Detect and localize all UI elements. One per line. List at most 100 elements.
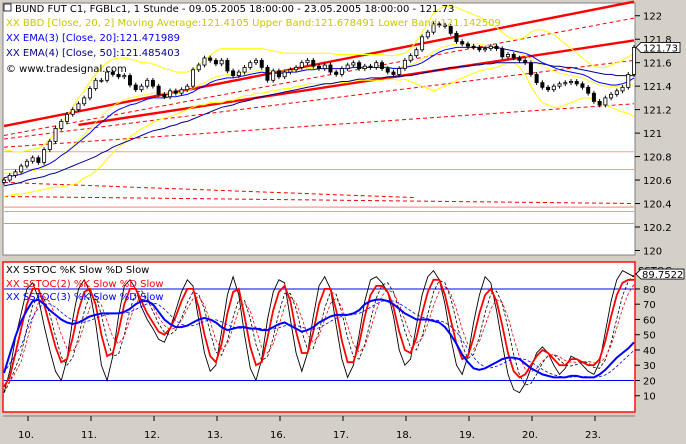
candle-body <box>105 71 110 81</box>
sstoc-k-slow-d-slow-line <box>3 274 635 393</box>
candle-body <box>328 64 333 73</box>
stochastic-legend: XX SSTOC %K Slow %D Slow XX SSTOC(2) %K … <box>6 265 164 303</box>
candle-body <box>414 49 419 57</box>
candle-body <box>483 48 488 51</box>
price-axis-label: 121.6 <box>643 59 672 70</box>
legend-sstoc: XX SSTOC %K Slow %D Slow <box>6 265 149 276</box>
stoch-axis-label: 70 <box>643 300 656 311</box>
sstoc-3-k-slow-line <box>3 298 635 379</box>
candle-body <box>477 47 482 51</box>
x-axis-label: 11. <box>81 430 97 441</box>
candle-body <box>362 65 367 69</box>
x-axis-label: 19. <box>459 430 475 441</box>
candle-body <box>305 59 310 64</box>
candle-body <box>574 81 579 85</box>
candle-body <box>87 88 92 99</box>
candle-body <box>2 179 7 183</box>
candle-body <box>448 25 453 34</box>
candle-body <box>53 128 58 142</box>
candle-body <box>36 157 41 163</box>
price-axis-label: 120.4 <box>643 200 672 211</box>
candle-body <box>534 74 539 84</box>
stoch-axis-label: 80 <box>643 285 656 296</box>
candle-body <box>271 70 276 81</box>
candle-body <box>402 59 407 69</box>
price-axis-label: 121 <box>643 129 662 140</box>
candle-body <box>557 83 562 87</box>
sstoc-2-k-slow-line <box>3 278 634 388</box>
candle-body <box>259 59 264 68</box>
candle-body <box>127 75 132 86</box>
candle-body <box>500 48 505 58</box>
candle-body <box>580 83 585 88</box>
candle-body <box>231 70 236 76</box>
middle-parallel-trendline <box>3 59 635 140</box>
candle-body <box>609 93 614 99</box>
chart-title: BUND FUT C1, FGBLc1, 1 Stunde - 09.05.20… <box>15 4 454 15</box>
candle-body <box>540 82 545 88</box>
candle-body <box>494 45 499 50</box>
candle-body <box>42 149 47 163</box>
candle-body <box>431 23 436 33</box>
price-axis-label: 120.6 <box>643 176 672 187</box>
candle-body <box>408 55 413 61</box>
x-axis-label: 17. <box>333 430 349 441</box>
candle-body <box>190 69 195 87</box>
candle-body <box>168 90 173 98</box>
legend-sstoc3: XX SSTOC(3) %K Slow %D Slow <box>6 292 164 303</box>
candle-body <box>368 65 373 68</box>
candle-body <box>569 81 574 84</box>
candle-body <box>202 57 207 66</box>
support-a-trendline <box>3 181 417 199</box>
candle-body <box>24 160 29 167</box>
candle-body <box>322 64 327 69</box>
candle-body <box>632 47 637 75</box>
candle-body <box>316 65 321 69</box>
sstoc-k-slow-line <box>3 269 635 394</box>
candle-body <box>460 41 465 45</box>
candle-body <box>425 31 430 38</box>
candle-body <box>546 86 551 91</box>
candle-body <box>357 62 362 69</box>
candle-body <box>586 86 591 94</box>
candle-body <box>374 62 379 68</box>
stoch-axis-label: 20 <box>643 376 656 387</box>
candle-body <box>311 59 316 67</box>
candle-body <box>265 66 270 81</box>
candle-body <box>133 84 138 91</box>
candle-body <box>437 23 442 26</box>
candle-body <box>391 71 396 75</box>
legend-ema3: XX EMA(3) [Close, 20]:121.471989 <box>6 33 180 44</box>
collapse-box-icon[interactable] <box>3 3 12 12</box>
candle-body <box>454 32 459 42</box>
candle-body <box>7 174 12 181</box>
stoch-axis-label: 10 <box>643 392 656 403</box>
legend-sstoc2: XX SSTOC(2) %K Slow %D Slow <box>6 279 164 290</box>
candle-body <box>288 69 293 73</box>
candle-body <box>185 85 190 91</box>
candle-body <box>603 97 608 106</box>
price-axis-label: 121.2 <box>643 106 672 117</box>
candle-body <box>173 90 178 94</box>
candle-body <box>442 24 447 27</box>
last-price-label: 121.73 <box>643 43 678 54</box>
bbd-upper-band-line <box>3 5 635 153</box>
x-axis-label: 20. <box>522 430 538 441</box>
candle-body <box>30 157 35 162</box>
sstoc-3-k-slow-d-slow-line <box>3 299 635 378</box>
candle-body <box>82 97 87 105</box>
candle-body <box>334 71 339 75</box>
x-axis-label: 12. <box>144 430 160 441</box>
price-panel[interactable] <box>2 2 636 256</box>
candle-body <box>523 59 528 64</box>
middle-channel-trendline <box>78 39 635 127</box>
candle-body <box>145 79 150 87</box>
price-axis-label: 120.8 <box>643 153 672 164</box>
candle-body <box>13 171 18 176</box>
candle-body <box>196 64 201 71</box>
candle-body <box>620 86 625 92</box>
candle-body <box>488 45 493 50</box>
candle-body <box>253 59 258 64</box>
legend-bbd: XX BBD [Close, 20, 2] Moving Average:121… <box>6 18 501 29</box>
x-axis-label: 18. <box>396 430 412 441</box>
